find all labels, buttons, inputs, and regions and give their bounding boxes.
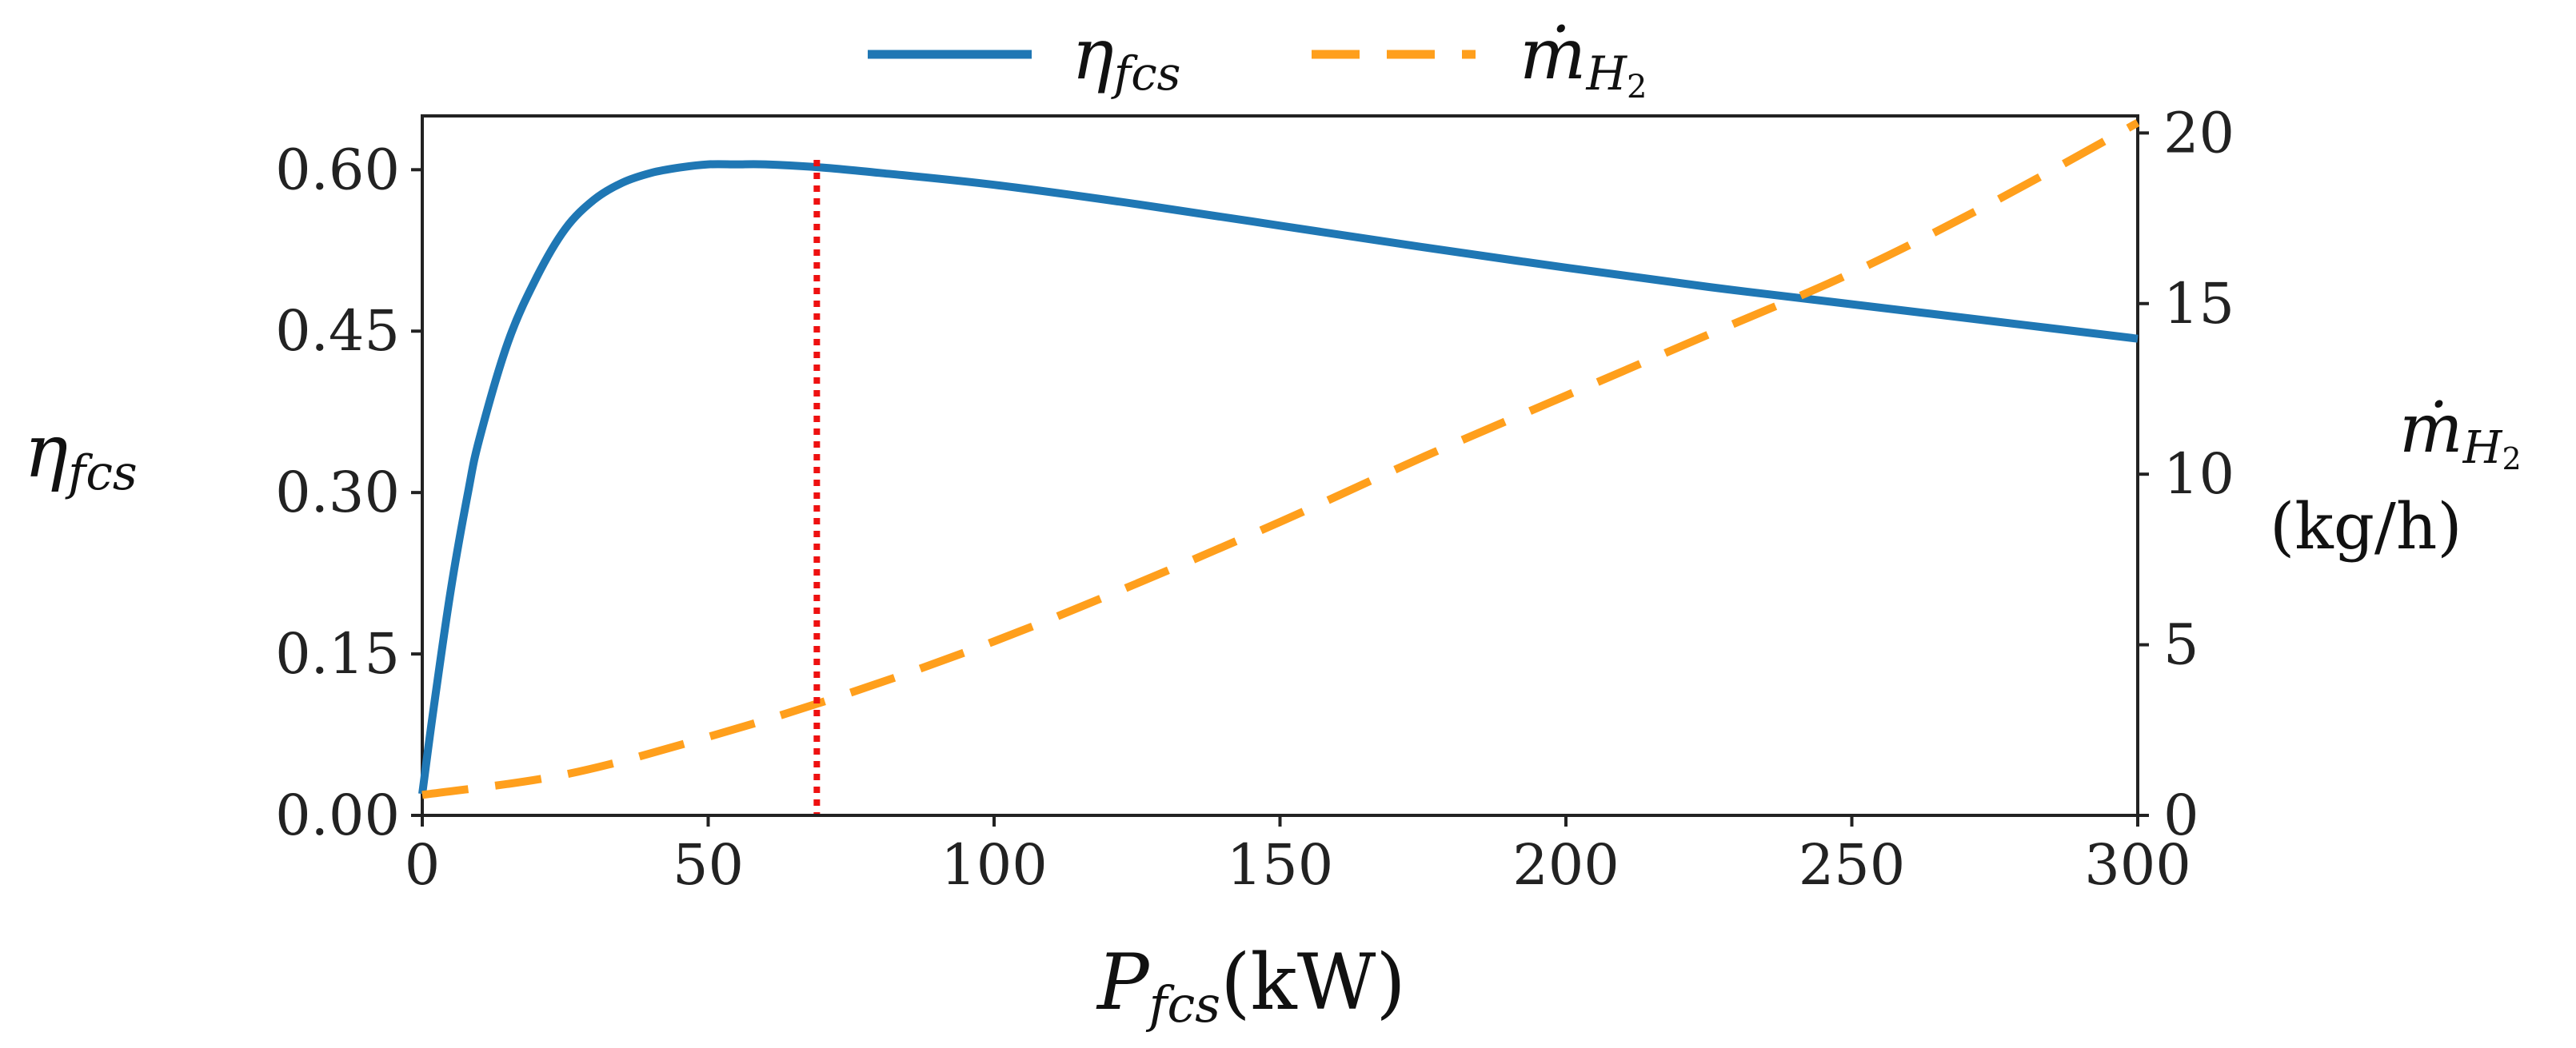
y-axis-title-right-subscript2: 2	[2502, 441, 2522, 476]
y-axis-title-right-subscript: H	[2462, 422, 2503, 474]
x-tick-label: 150	[1227, 832, 1334, 898]
left-y-tick-label: 0.00	[275, 783, 400, 848]
left-y-tick-label: 0.45	[275, 298, 400, 364]
legend-symbol-efficiency: η	[1072, 13, 1114, 95]
x-axis-title-symbol: P	[1096, 938, 1150, 1027]
x-tick-label: 200	[1512, 832, 1619, 898]
legend: ηfcs ṁH2	[868, 13, 1647, 106]
x-tick-label: 300	[2084, 832, 2191, 898]
legend-label-hydrogen: ṁH2	[1520, 13, 1647, 106]
legend-label-efficiency: ηfcs	[1072, 13, 1180, 101]
x-tick-label: 250	[1799, 832, 1906, 898]
right-y-tick-label: 15	[2163, 271, 2235, 337]
right-y-tick-label: 0	[2163, 783, 2199, 848]
legend-subscript2-hydrogen: 2	[1627, 69, 1647, 106]
series-line-efficiency	[418, 160, 2139, 795]
legend-subscript-efficiency: fcs	[1111, 46, 1181, 101]
left-y-tick-label: 0.15	[275, 621, 400, 687]
legend-subscript-hydrogen: H	[1585, 46, 1627, 101]
x-axis-ticks: 0 50 100 150 200 250 300	[405, 815, 2191, 898]
left-y-tick-label: 0.60	[275, 137, 400, 202]
right-y-axis-ticks: 0 5 10 15 20	[2138, 100, 2235, 848]
right-y-tick-label: 20	[2163, 100, 2235, 165]
y-axis-title-left: ηfcs	[24, 408, 138, 501]
right-y-tick-label: 10	[2163, 441, 2235, 507]
x-axis-title-subscript: fcs	[1146, 975, 1221, 1034]
svg-text:ṁH2: ṁH2	[2399, 389, 2522, 476]
series-line-hydrogen-flow	[421, 119, 2140, 799]
right-y-tick-label: 5	[2163, 612, 2199, 678]
y-axis-title-right-unit: (kg/h)	[2270, 489, 2462, 564]
legend-symbol-hydrogen: ṁ	[1520, 13, 1586, 95]
y-axis-title-left-subscript: fcs	[65, 445, 138, 501]
left-y-tick-label: 0.30	[275, 460, 400, 525]
x-axis-title-unit: (kW)	[1220, 938, 1406, 1027]
series-layer	[418, 119, 2140, 799]
x-tick-label: 50	[673, 832, 744, 898]
x-tick-label: 0	[405, 832, 441, 898]
plot-frame	[421, 114, 2139, 817]
x-axis-title: Pfcs(kW)	[1096, 938, 1406, 1034]
left-y-axis-ticks: 0.00 0.15 0.30 0.45 0.60	[275, 137, 422, 848]
y-axis-title-right: ṁH2 (kg/h)	[2270, 389, 2522, 564]
y-axis-title-right-symbol: ṁ	[2399, 389, 2463, 468]
y-axis-title-left-symbol: η	[24, 408, 68, 494]
x-tick-label: 100	[941, 832, 1048, 898]
